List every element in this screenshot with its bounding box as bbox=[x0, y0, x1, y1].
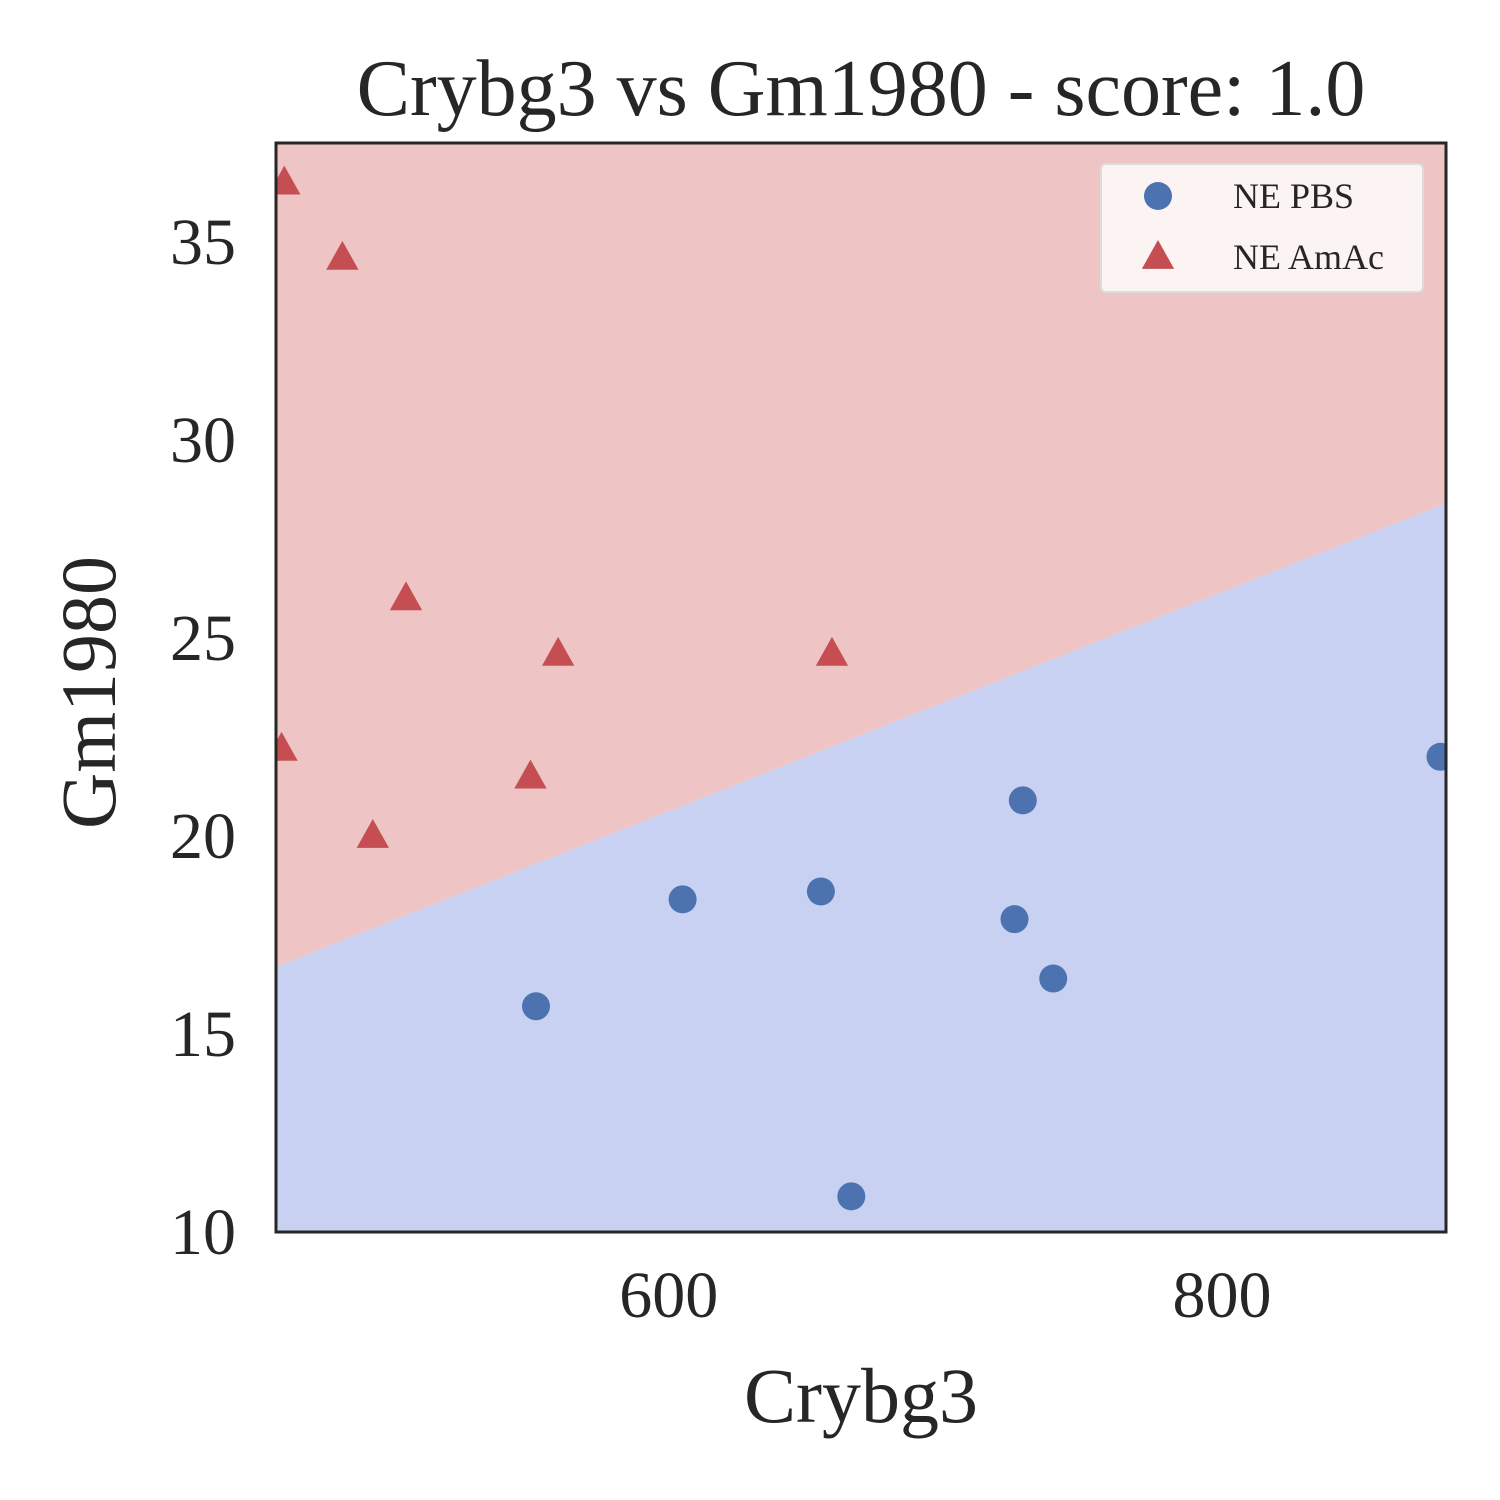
point-ne-amac-3 bbox=[356, 819, 389, 848]
x-tick-label-800: 800 bbox=[1172, 1259, 1271, 1332]
point-ne-pbs-1 bbox=[522, 992, 550, 1021]
legend-label-ne-pbs: NE PBS bbox=[1233, 176, 1354, 216]
point-ne-pbs-3 bbox=[806, 877, 835, 906]
legend: NE PBS NE AmAc bbox=[1100, 163, 1424, 293]
point-ne-pbs-7 bbox=[1039, 964, 1068, 993]
point-ne-amac-5 bbox=[514, 759, 547, 789]
x-axis-label: Crybg3 bbox=[744, 1352, 978, 1439]
y-tick-label-15: 15 bbox=[170, 998, 236, 1071]
y-tick-label-30: 30 bbox=[170, 404, 236, 477]
point-ne-pbs-5 bbox=[1000, 905, 1029, 934]
point-ne-amac-8 bbox=[276, 731, 298, 761]
point-ne-amac-4 bbox=[389, 581, 423, 611]
region-ne-amac bbox=[276, 143, 1446, 967]
x-tick-label-600: 600 bbox=[619, 1259, 718, 1332]
point-ne-amac-1 bbox=[276, 165, 301, 195]
point-ne-pbs-4 bbox=[837, 1182, 866, 1211]
y-tick-label-25: 25 bbox=[170, 602, 236, 675]
chart-title: Crybg3 vs Gm1980 - score: 1.0 bbox=[357, 45, 1366, 133]
legend-marker-ne-pbs bbox=[1144, 182, 1172, 210]
point-ne-pbs-2 bbox=[668, 885, 697, 914]
point-ne-amac-7 bbox=[815, 636, 849, 666]
y-tick-label-10: 10 bbox=[170, 1196, 236, 1269]
y-tick-label-35: 35 bbox=[170, 206, 236, 279]
legend-box bbox=[1100, 163, 1424, 293]
point-ne-pbs-6 bbox=[1008, 786, 1037, 815]
point-ne-amac-6 bbox=[541, 636, 575, 666]
point-ne-amac-2 bbox=[326, 240, 359, 270]
point-ne-pbs-8 bbox=[1426, 742, 1446, 771]
plot-frame bbox=[274, 141, 1448, 1234]
legend-marker-ne-amac bbox=[1141, 240, 1175, 269]
legend-label-ne-amac: NE AmAc bbox=[1233, 237, 1384, 277]
region-ne-pbs bbox=[276, 503, 1446, 1232]
y-tick-label-20: 20 bbox=[170, 800, 236, 873]
y-axis-label: Gm1980 bbox=[45, 556, 132, 829]
